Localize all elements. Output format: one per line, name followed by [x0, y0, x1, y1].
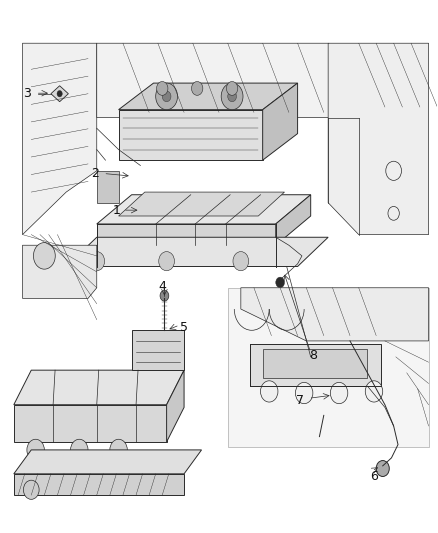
Circle shape: [27, 439, 44, 461]
Polygon shape: [97, 224, 276, 245]
Circle shape: [226, 82, 238, 95]
Circle shape: [89, 252, 105, 271]
Circle shape: [155, 83, 177, 110]
Polygon shape: [317, 375, 357, 391]
Polygon shape: [119, 110, 263, 160]
Circle shape: [156, 82, 168, 95]
Polygon shape: [14, 405, 166, 442]
Circle shape: [327, 356, 346, 379]
Polygon shape: [313, 391, 339, 415]
Text: 6: 6: [370, 470, 378, 483]
Circle shape: [330, 382, 348, 403]
Polygon shape: [328, 43, 428, 235]
Polygon shape: [263, 349, 367, 378]
Circle shape: [191, 82, 203, 95]
Circle shape: [221, 83, 243, 110]
Text: 4: 4: [158, 280, 166, 293]
Polygon shape: [166, 370, 184, 442]
Polygon shape: [97, 43, 385, 118]
Circle shape: [276, 277, 285, 288]
Polygon shape: [241, 288, 428, 341]
Polygon shape: [263, 83, 297, 160]
Polygon shape: [14, 450, 201, 474]
Polygon shape: [66, 237, 328, 266]
Circle shape: [159, 252, 174, 271]
Circle shape: [160, 290, 169, 301]
Polygon shape: [22, 43, 97, 235]
Polygon shape: [119, 83, 297, 110]
Polygon shape: [228, 288, 428, 447]
Circle shape: [365, 381, 383, 402]
Circle shape: [57, 91, 62, 97]
Polygon shape: [97, 171, 119, 203]
Circle shape: [261, 381, 278, 402]
Polygon shape: [250, 344, 381, 386]
Polygon shape: [51, 86, 68, 102]
Circle shape: [33, 243, 55, 269]
Polygon shape: [352, 381, 383, 397]
Text: 8: 8: [309, 349, 317, 362]
Polygon shape: [119, 192, 285, 216]
Circle shape: [233, 252, 249, 271]
Circle shape: [228, 91, 237, 102]
Polygon shape: [97, 195, 311, 224]
Circle shape: [23, 480, 39, 499]
Text: 5: 5: [180, 321, 188, 334]
Circle shape: [162, 91, 171, 102]
Text: 7: 7: [296, 394, 304, 407]
Polygon shape: [14, 370, 184, 405]
Circle shape: [295, 382, 313, 403]
Polygon shape: [22, 245, 97, 298]
Circle shape: [110, 439, 127, 461]
Text: 2: 2: [91, 167, 99, 180]
Circle shape: [71, 439, 88, 461]
Polygon shape: [14, 474, 184, 495]
Text: 1: 1: [113, 204, 120, 217]
Circle shape: [376, 380, 390, 397]
Circle shape: [319, 405, 332, 421]
Circle shape: [376, 461, 389, 477]
Text: 3: 3: [23, 87, 31, 100]
Polygon shape: [276, 195, 311, 245]
Polygon shape: [132, 330, 184, 370]
